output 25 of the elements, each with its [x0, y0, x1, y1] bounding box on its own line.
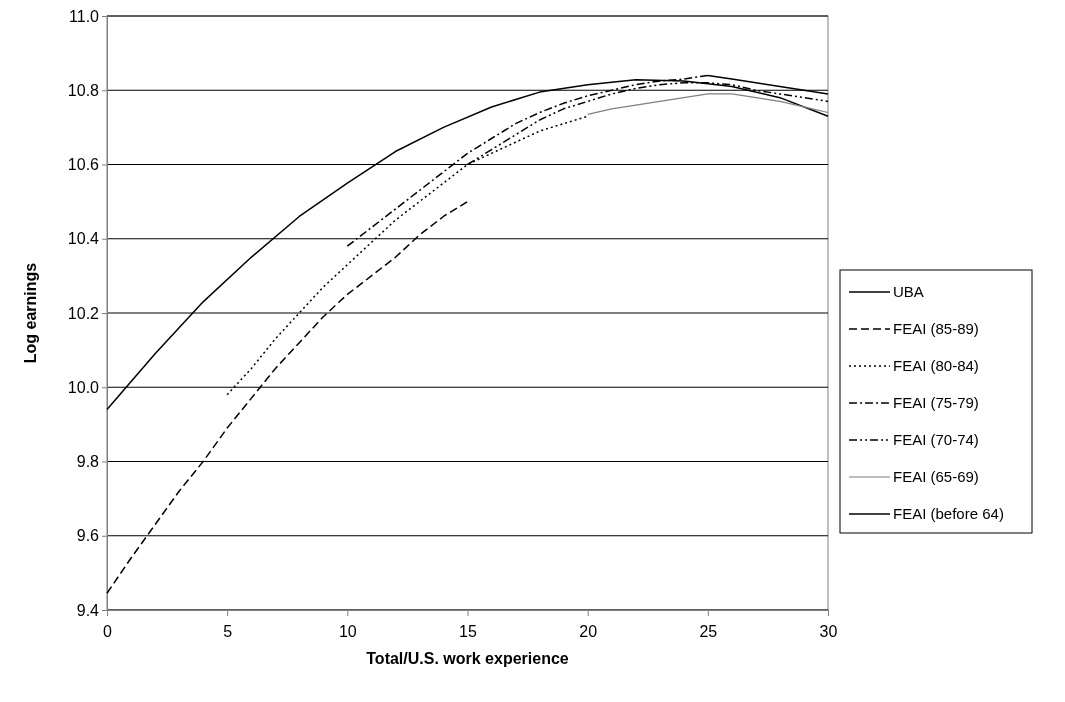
legend-label: FEAI (85-89)	[893, 320, 979, 337]
x-axis-title: Total/U.S. work experience	[366, 650, 569, 667]
y-tick-label: 9.8	[76, 453, 100, 471]
x-tick-label: 5	[223, 622, 233, 640]
y-tick-label: 9.4	[76, 601, 100, 619]
x-tick-label: 20	[579, 622, 598, 640]
x-tick-label: 30	[819, 622, 838, 640]
legend-label: FEAI (before 64)	[893, 505, 1004, 522]
legend-label: FEAI (80-84)	[893, 357, 979, 374]
y-tick-label: 10.4	[67, 230, 100, 248]
legend-label: FEAI (70-74)	[893, 431, 979, 448]
x-tick-label: 25	[699, 622, 718, 640]
legend-label: UBA	[893, 283, 924, 300]
y-tick-label: 10.6	[67, 156, 100, 174]
legend-label: FEAI (65-69)	[893, 468, 979, 485]
x-tick-label: 15	[459, 622, 477, 640]
x-tick-label: 10	[338, 622, 357, 640]
y-tick-label: 10.8	[67, 81, 100, 99]
y-tick-label: 10.0	[67, 378, 100, 396]
legend-label: FEAI (75-79)	[893, 394, 979, 411]
y-tick-label: 11.0	[69, 7, 100, 25]
y-axis-title: Log earnings	[22, 262, 39, 364]
y-tick-label: 9.6	[76, 527, 100, 545]
x-tick-label: 0	[103, 622, 113, 640]
y-tick-label: 10.2	[67, 304, 100, 322]
